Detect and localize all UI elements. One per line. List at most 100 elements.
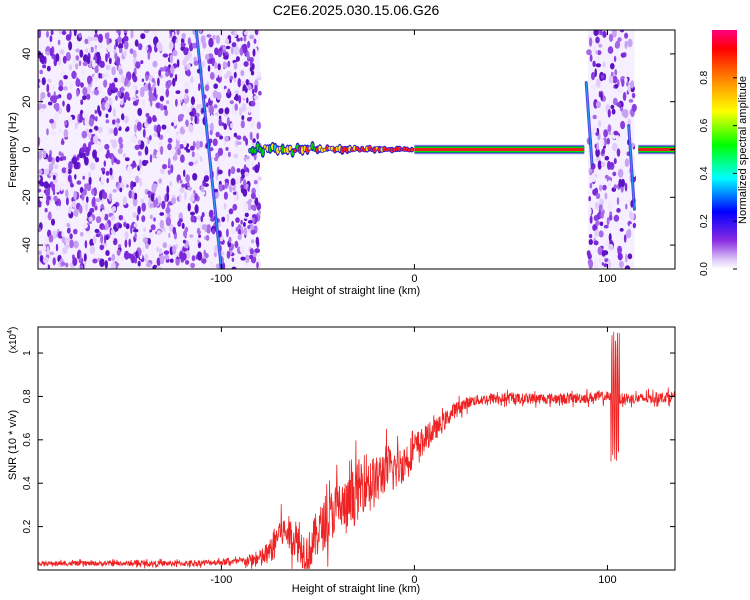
noise-speck [233,132,238,138]
noise-speck [596,50,602,56]
noise-speck [235,217,240,223]
noise-speck [123,180,128,185]
noise-speck [86,196,89,203]
noise-speck [631,92,636,99]
noise-speck [180,42,186,47]
noise-speck [38,137,41,147]
noise-speck [595,148,600,158]
noise-speck [611,108,616,115]
noise-speck [250,229,256,235]
noise-speck [102,191,108,200]
noise-speck [603,224,609,229]
noise-speck [123,115,129,124]
noise-speck [53,195,58,202]
noise-speck [586,49,592,56]
noise-speck [215,131,220,138]
noise-speck [614,69,618,76]
noise-speck [243,178,247,189]
noise-speck [186,148,191,153]
noise-speck [52,175,56,180]
noise-speck [233,153,239,159]
noise-speck [592,224,598,232]
noise-speck [615,134,620,142]
noise-speck [145,262,152,268]
noise-speck [588,37,593,47]
noise-speck [156,127,160,134]
noise-speck [148,82,151,91]
noise-speck [191,157,197,163]
noise-speck [147,116,153,124]
noise-speck [94,157,100,163]
noise-speck [123,221,127,228]
noise-speck [171,122,174,127]
noise-speck [199,156,203,162]
noise-speck [255,236,259,246]
noise-speck [613,184,617,189]
noise-speck [257,71,262,79]
noise-speck [624,265,631,269]
noise-speck [208,105,215,114]
noise-speck [624,40,628,50]
noise-speck [126,126,130,131]
noise-speck [608,214,613,221]
noise-speck [137,260,141,267]
noise-speck [235,135,242,140]
noise-speck [116,249,121,256]
noise-speck [92,258,98,264]
noise-speck [620,30,624,33]
noise-speck [155,102,160,109]
noise-speck [184,260,190,265]
noise-speck [45,51,51,55]
noise-speck [616,102,622,107]
noise-speck [91,197,96,207]
noise-speck [87,131,92,140]
noise-speck [596,142,599,151]
noise-speck [98,33,103,43]
noise-speck [105,119,110,124]
noise-speck [594,260,598,269]
noise-speck [111,232,115,242]
noise-speck [97,55,100,65]
noise-speck [153,88,157,98]
noise-speck [621,109,627,117]
noise-speck [234,240,239,249]
noise-speck [110,261,116,269]
noise-speck [123,40,129,50]
noise-speck [251,239,255,244]
noise-speck [38,250,42,256]
noise-speck [85,202,89,212]
noise-speck [224,178,229,183]
noise-speck [117,147,123,155]
noise-speck [207,65,211,72]
noise-speck [87,47,91,52]
noise-speck [231,220,235,227]
noise-speck [117,36,122,44]
noise-speck [235,90,239,95]
noise-speck [610,62,615,70]
figure-title: C2E6.2025.030.15.06.G26 [273,2,440,18]
noise-speck [133,124,138,134]
noise-speck [145,46,149,51]
noise-speck [213,188,218,193]
noise-speck [156,230,162,236]
noise-speck [135,90,138,95]
noise-speck [188,161,194,166]
noise-speck [237,234,242,241]
noise-speck [68,41,73,51]
noise-speck [243,202,249,212]
noise-speck [42,256,49,264]
noise-speck [600,74,605,79]
noise-speck [197,251,203,261]
noise-speck [82,86,88,96]
noise-speck [65,197,69,206]
noise-speck [115,123,120,129]
noise-speck [175,90,181,95]
noise-speck [212,138,218,147]
noise-speck [38,150,43,160]
noise-speck [616,148,621,157]
noise-speck [149,135,152,141]
colorbar-tick-label: 0.2 [699,214,710,228]
noise-speck [52,84,56,90]
noise-speck [106,36,110,45]
noise-speck [145,242,149,249]
